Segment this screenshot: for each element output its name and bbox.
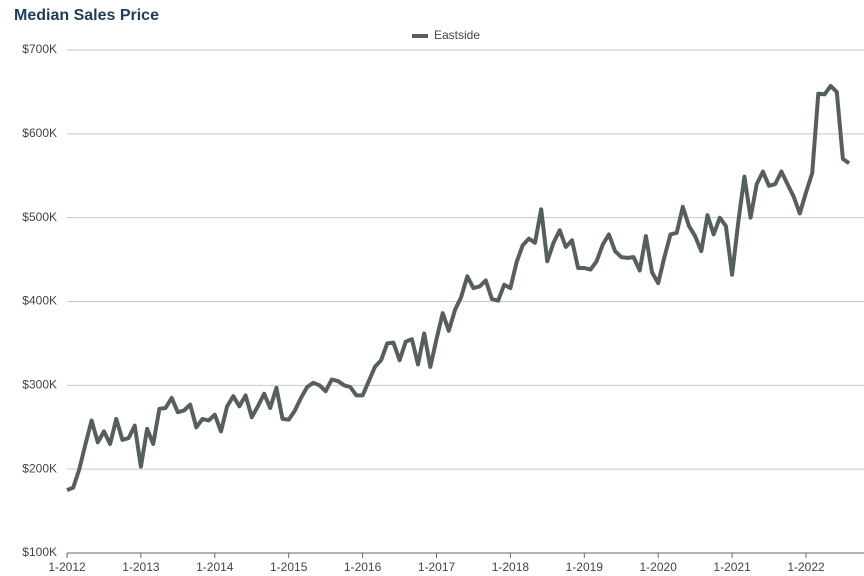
x-tick-label: 1-2016 [344, 560, 382, 574]
x-tick-label: 1-2019 [566, 560, 604, 574]
x-tick-label: 1-2013 [122, 560, 160, 574]
x-tick-label: 1-2014 [196, 560, 234, 574]
y-tick-label: $400K [22, 294, 57, 308]
x-tick-label: 1-2020 [640, 560, 678, 574]
chart-title: Median Sales Price [14, 7, 159, 24]
x-tick-label: 1-2017 [418, 560, 456, 574]
y-tick-label: $500K [22, 210, 57, 224]
y-tick-label: $200K [22, 461, 57, 475]
y-tick-label: $700K [22, 42, 57, 56]
x-tick-label: 1-2021 [713, 560, 751, 574]
y-tick-label: $300K [22, 378, 57, 392]
x-tick-label: 1-2022 [787, 560, 825, 574]
y-tick-label: $600K [22, 126, 57, 140]
x-tick-label: 1-2012 [48, 560, 86, 574]
x-tick-label: 1-2018 [492, 560, 530, 574]
legend-label: Eastside [434, 28, 480, 42]
line-series [66, 84, 851, 492]
x-tick-label: 1-2015 [270, 560, 308, 574]
y-tick-label: $100K [22, 545, 57, 559]
